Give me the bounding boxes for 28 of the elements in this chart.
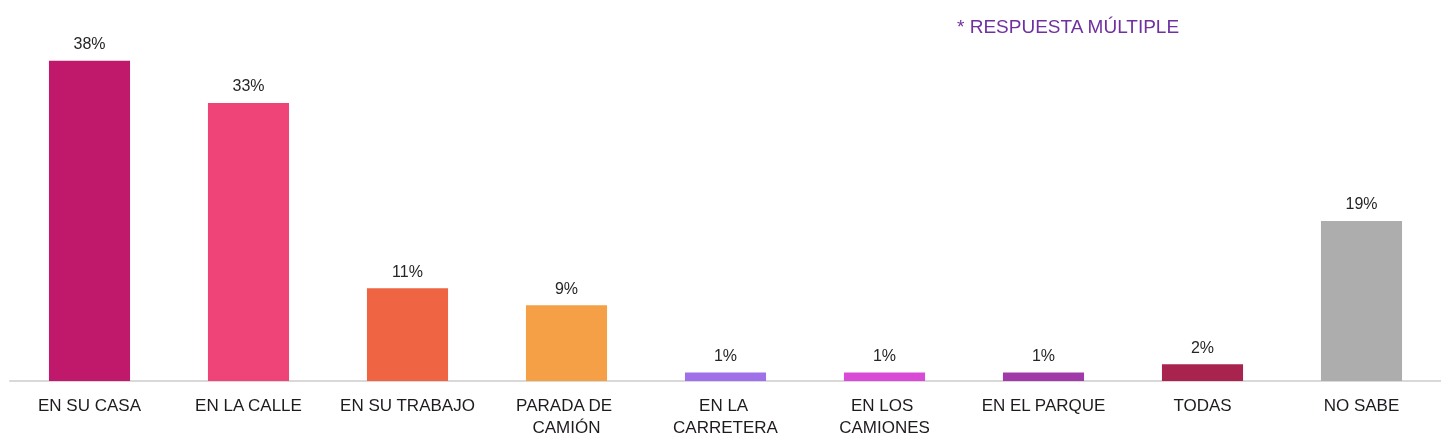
x-tick-label: NO SABE <box>1323 395 1400 415</box>
bar <box>684 372 767 381</box>
data-label: 33% <box>232 77 265 95</box>
data-label: 1% <box>872 347 897 365</box>
bar <box>1002 372 1085 381</box>
data-label: 11% <box>392 262 423 280</box>
bar <box>207 102 290 381</box>
bar <box>525 305 608 381</box>
data-label: 19% <box>1345 195 1378 213</box>
x-tick-label: EN EL PARQUE <box>981 395 1106 415</box>
x-tick-label: EN LOS CAMIONES <box>839 395 930 437</box>
x-tick-label: EN LA CALLE <box>195 395 302 415</box>
bar <box>843 372 926 381</box>
bar <box>48 60 131 381</box>
bar <box>366 288 449 381</box>
bar <box>1161 364 1244 381</box>
data-label: 1% <box>713 347 738 365</box>
x-tick-label: PARADA DE CAMIÓN <box>516 395 617 437</box>
data-label: 2% <box>1190 338 1215 356</box>
x-tick-label: EN SU CASA <box>38 395 142 415</box>
x-tick-label: EN SU TRABAJO <box>340 395 475 415</box>
x-tick-label: TODAS <box>1173 395 1232 415</box>
text: * RESPUESTA MÚLTIPLE <box>957 16 1180 37</box>
data-label: 38% <box>73 35 106 53</box>
data-label: 1% <box>1031 347 1056 365</box>
data-label: 9% <box>554 279 579 297</box>
bar <box>1320 220 1403 381</box>
x-tick-label: EN LA CARRETERA <box>673 395 779 437</box>
